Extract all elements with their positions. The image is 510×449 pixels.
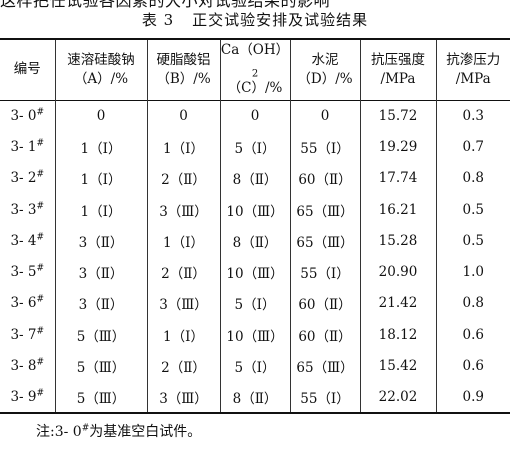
table-row: 3- 8# 5（Ⅲ） 2（Ⅱ） 5（Ⅰ） 65（Ⅲ） 15.42 0.6 <box>0 350 510 382</box>
header-id: 编号 <box>13 61 41 78</box>
cell-id: 3- 4# <box>10 232 45 249</box>
cell-id: 3- 3# <box>10 201 45 218</box>
cell-aluminum-stearate: 3（Ⅲ） <box>146 287 220 320</box>
table-row: 3- 4# 3（Ⅱ） 1（Ⅰ） 8（Ⅱ） 65（Ⅲ） 15.28 0.5 <box>0 225 510 257</box>
cell-sodium-silicate: 5（Ⅲ） <box>54 350 147 382</box>
header-aluminum-stearate: 硬脂酸铝 （B）/% <box>146 39 220 100</box>
header-row: 编号 速溶硅酸钠 （A）/% 硬脂酸铝 （B）/% Ca（OH）2 （C）/% … <box>0 39 510 100</box>
cell-compressive-strength: 19.29 <box>359 131 436 163</box>
cell-id: 3- 2# <box>10 169 45 187</box>
cell-compressive-strength: 21.42 <box>359 287 436 320</box>
cell-aluminum-stearate: 2（Ⅱ） <box>146 350 220 382</box>
table-row: 3- 0# 0 0 0 0 15.72 0.3 <box>0 100 510 132</box>
cut-off-text-line: 这样把任试验各因素的大小对试验结果的影响 <box>0 0 331 10</box>
cell-id: 3- 9# <box>10 388 45 405</box>
cell-compressive-strength: 18.12 <box>359 319 436 351</box>
cell-cement: 0 <box>289 100 360 132</box>
table-row: 3- 3# 1（Ⅰ） 3（Ⅲ） 10（Ⅲ） 65（Ⅲ） 16.21 0.5 <box>0 193 510 226</box>
cell-cement: 65（Ⅲ） <box>289 350 360 382</box>
cell-sodium-silicate: 0 <box>54 100 147 132</box>
cell-id: 3- 7# <box>10 326 45 343</box>
cell-impermeability-pressure: 0.5 <box>435 225 510 257</box>
cell-impermeability-pressure: 0.6 <box>435 350 510 382</box>
header-cement: 水泥 （D）/% <box>289 39 360 100</box>
cell-cement: 60（Ⅱ） <box>289 319 360 351</box>
cell-cement: 60（Ⅱ） <box>289 162 360 194</box>
table-row: 3- 9# 5（Ⅲ） 3（Ⅲ） 8（Ⅱ） 55（Ⅰ） 22.02 0.9 <box>0 381 510 413</box>
cell-id: 3- 5# <box>10 263 45 281</box>
table-row: 3- 2# 1（Ⅰ） 2（Ⅱ） 8（Ⅱ） 60（Ⅱ） 17.74 0.8 <box>0 162 510 194</box>
table-row: 3- 6# 3（Ⅱ） 3（Ⅲ） 5（Ⅰ） 60（Ⅱ） 21.42 0.8 <box>0 287 510 320</box>
header-sodium-silicate: 速溶硅酸钠 （A）/% <box>54 39 147 100</box>
orthogonal-test-table: 编号 速溶硅酸钠 （A）/% 硬脂酸铝 （B）/% Ca（OH）2 （C）/% … <box>0 38 510 414</box>
cell-compressive-strength: 15.28 <box>359 225 436 257</box>
cell-calcium-hydroxide: 5（Ⅰ） <box>219 287 290 320</box>
cell-aluminum-stearate: 1（Ⅰ） <box>146 131 220 163</box>
cell-calcium-hydroxide: 8（Ⅱ） <box>219 225 290 257</box>
cell-impermeability-pressure: 0.8 <box>435 287 510 320</box>
cell-aluminum-stearate: 1（Ⅰ） <box>146 225 220 257</box>
cell-cement: 65（Ⅲ） <box>289 225 360 257</box>
cell-id: 3- 8# <box>10 357 45 375</box>
cell-aluminum-stearate: 2（Ⅱ） <box>146 256 220 288</box>
cell-sodium-silicate: 1（Ⅰ） <box>54 162 147 194</box>
table-row: 3- 1# 1（Ⅰ） 1（Ⅰ） 5（Ⅰ） 55（Ⅰ） 19.29 0.7 <box>0 131 510 163</box>
cell-cement: 60（Ⅱ） <box>289 287 360 320</box>
table-title: 正交试验安排及试验结果 <box>192 11 369 29</box>
cell-aluminum-stearate: 3（Ⅲ） <box>146 381 220 413</box>
cell-id: 3- 0# <box>10 107 45 124</box>
cell-compressive-strength: 20.90 <box>359 256 436 288</box>
cell-cement: 55（Ⅰ） <box>289 256 360 288</box>
cell-compressive-strength: 15.72 <box>359 100 436 132</box>
cell-impermeability-pressure: 1.0 <box>435 256 510 288</box>
cell-sodium-silicate: 5（Ⅲ） <box>54 319 147 351</box>
cell-sodium-silicate: 3（Ⅱ） <box>54 287 147 320</box>
cell-cement: 55（Ⅰ） <box>289 381 360 413</box>
cell-compressive-strength: 16.21 <box>359 193 436 226</box>
cell-calcium-hydroxide: 10（Ⅲ） <box>219 193 290 226</box>
cell-sodium-silicate: 3（Ⅱ） <box>54 256 147 288</box>
table-row: 3- 7# 5（Ⅲ） 1（Ⅰ） 10（Ⅲ） 60（Ⅱ） 18.12 0.6 <box>0 319 510 351</box>
cell-sodium-silicate: 1（Ⅰ） <box>54 131 147 163</box>
cell-calcium-hydroxide: 10（Ⅲ） <box>219 319 290 351</box>
cell-calcium-hydroxide: 8（Ⅱ） <box>219 162 290 194</box>
cell-calcium-hydroxide: 0 <box>219 100 290 132</box>
cell-calcium-hydroxide: 5（Ⅰ） <box>219 350 290 382</box>
cell-calcium-hydroxide: 5（Ⅰ） <box>219 131 290 163</box>
header-calcium-hydroxide: Ca（OH）2 （C）/% <box>219 39 290 100</box>
header-compressive-strength: 抗压强度 /MPa <box>359 39 436 100</box>
cell-impermeability-pressure: 0.5 <box>435 193 510 226</box>
cell-compressive-strength: 15.42 <box>359 350 436 382</box>
table-number: 表 3 <box>141 11 175 29</box>
cell-impermeability-pressure: 0.6 <box>435 319 510 351</box>
cell-impermeability-pressure: 0.7 <box>435 131 510 163</box>
cell-id: 3- 1# <box>10 138 45 155</box>
cell-cement: 65（Ⅲ） <box>289 193 360 226</box>
cell-impermeability-pressure: 0.8 <box>435 162 510 194</box>
cell-compressive-strength: 17.74 <box>359 162 436 194</box>
cell-sodium-silicate: 5（Ⅲ） <box>54 381 147 413</box>
cell-impermeability-pressure: 0.3 <box>435 100 510 132</box>
cell-compressive-strength: 22.02 <box>359 381 436 413</box>
cell-calcium-hydroxide: 10（Ⅲ） <box>219 256 290 288</box>
cell-aluminum-stearate: 2（Ⅱ） <box>146 162 220 194</box>
table-row: 3- 5# 3（Ⅱ） 2（Ⅱ） 10（Ⅲ） 55（Ⅰ） 20.90 1.0 <box>0 256 510 288</box>
cell-cement: 55（Ⅰ） <box>289 131 360 163</box>
header-impermeability-pressure: 抗渗压力 /MPa <box>435 39 510 100</box>
cell-aluminum-stearate: 3（Ⅲ） <box>146 193 220 226</box>
cell-aluminum-stearate: 1（Ⅰ） <box>146 319 220 351</box>
cell-sodium-silicate: 1（Ⅰ） <box>54 193 147 226</box>
cell-calcium-hydroxide: 8（Ⅱ） <box>219 381 290 413</box>
cell-impermeability-pressure: 0.9 <box>435 381 510 413</box>
cell-id: 3- 6# <box>10 294 45 312</box>
table-footnote: 注:3- 0#为基准空白试件。 <box>36 423 202 440</box>
cell-sodium-silicate: 3（Ⅱ） <box>54 225 147 257</box>
table-caption: 表 3 正交试验安排及试验结果 <box>0 9 510 31</box>
cell-aluminum-stearate: 0 <box>146 100 220 132</box>
